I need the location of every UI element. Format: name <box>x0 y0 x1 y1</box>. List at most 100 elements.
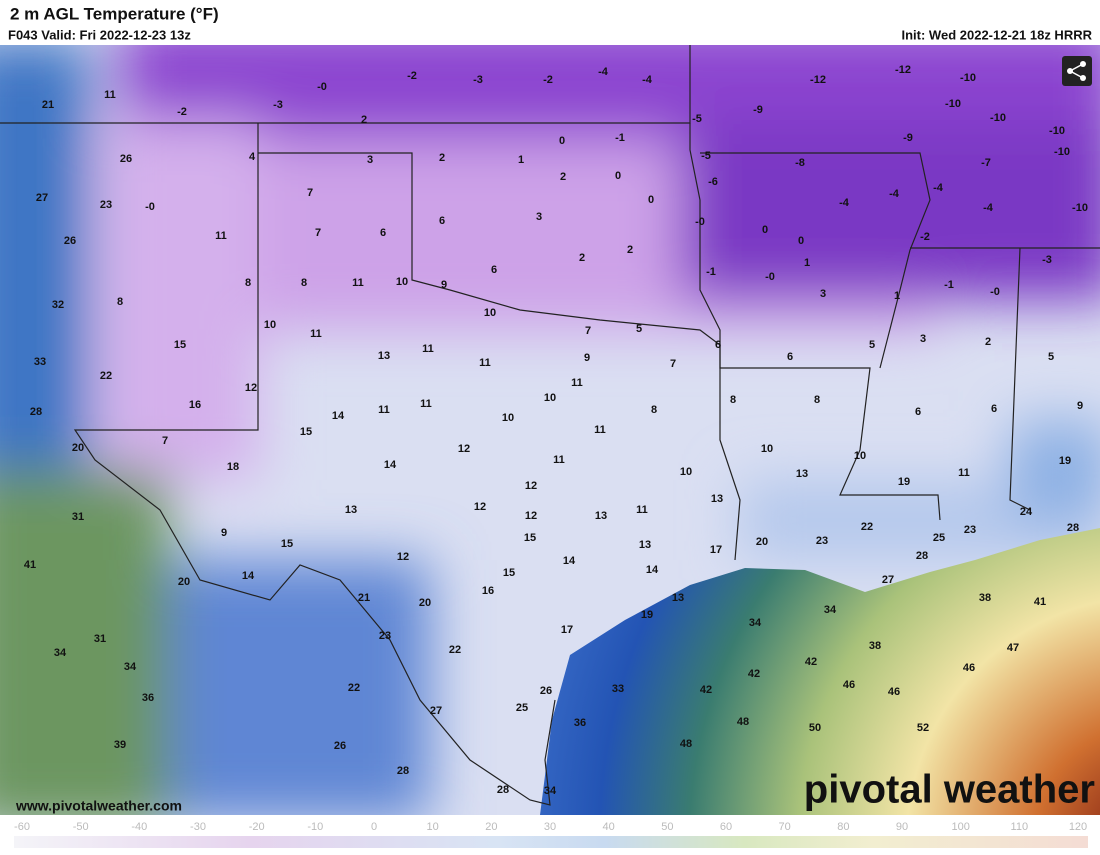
colorbar-tick-label: 40 <box>603 821 615 833</box>
station-value: 34 <box>749 617 762 629</box>
station-value: 10 <box>854 450 866 462</box>
station-value: 26 <box>540 685 552 697</box>
share-button[interactable] <box>1062 56 1092 86</box>
station-value: 15 <box>300 426 312 438</box>
station-value: 13 <box>345 504 357 516</box>
station-value: 11 <box>594 424 606 436</box>
station-value: 15 <box>281 538 293 550</box>
station-value: -10 <box>960 72 976 84</box>
station-value: 19 <box>1059 455 1071 467</box>
station-value: 14 <box>563 555 576 567</box>
station-value: 14 <box>242 570 255 582</box>
station-value: 5 <box>1048 351 1054 363</box>
station-value: 22 <box>449 644 461 656</box>
colorbar-tick-label: -10 <box>307 821 323 833</box>
station-value: 25 <box>933 532 945 544</box>
station-value: 1 <box>804 257 810 269</box>
station-value: 5 <box>636 323 642 335</box>
station-value: -9 <box>753 104 763 116</box>
station-value: 31 <box>72 511 84 523</box>
station-value: 0 <box>798 235 804 247</box>
station-value: -8 <box>795 157 805 169</box>
station-value: 11 <box>636 504 648 516</box>
station-value: 2 <box>627 244 633 256</box>
station-value: 11 <box>310 328 322 340</box>
station-value: 21 <box>42 99 54 111</box>
station-value: 10 <box>680 466 692 478</box>
station-value: 5 <box>869 339 875 351</box>
colorbar-tick-label: 100 <box>951 821 969 833</box>
station-value: -4 <box>933 182 944 194</box>
station-value: 48 <box>680 738 692 750</box>
station-value: 25 <box>516 702 528 714</box>
station-value: -0 <box>765 271 775 283</box>
station-value: 3 <box>367 154 373 166</box>
station-value: 13 <box>595 510 607 522</box>
station-value: 28 <box>1067 522 1079 534</box>
station-value: 11 <box>422 343 434 355</box>
station-value: 15 <box>174 339 186 351</box>
station-value: 9 <box>584 352 590 364</box>
station-value: 3 <box>820 288 826 300</box>
station-value: 7 <box>670 358 676 370</box>
site-url[interactable]: www.pivotalweather.com <box>15 798 182 814</box>
station-value: 13 <box>796 468 808 480</box>
station-value: 36 <box>574 717 586 729</box>
colorbar-tick-label: -60 <box>14 821 30 833</box>
station-value: -0 <box>317 81 327 93</box>
station-value: 26 <box>120 153 132 165</box>
station-value: -2 <box>407 70 417 82</box>
station-value: 14 <box>384 459 397 471</box>
station-value: 42 <box>700 684 712 696</box>
station-value: -3 <box>273 99 283 111</box>
station-value: 12 <box>458 443 470 455</box>
station-value: 3 <box>920 333 926 345</box>
station-value: 8 <box>117 296 123 308</box>
station-value: -4 <box>839 197 850 209</box>
colorbar-tick-label: 20 <box>485 821 497 833</box>
station-value: 23 <box>964 524 976 536</box>
station-value: 28 <box>397 765 409 777</box>
station-value: 7 <box>315 227 321 239</box>
station-value: 18 <box>227 461 239 473</box>
station-value: -10 <box>945 98 961 110</box>
station-value: 13 <box>378 350 390 362</box>
station-value: 12 <box>474 501 486 513</box>
station-value: 2 <box>439 152 445 164</box>
station-value: 28 <box>30 406 42 418</box>
station-value: 2 <box>985 336 991 348</box>
station-value: 20 <box>178 576 190 588</box>
station-value: 11 <box>215 230 227 242</box>
station-value: 2 <box>361 114 367 126</box>
station-value: 31 <box>94 633 106 645</box>
station-value: 23 <box>379 630 391 642</box>
station-value: 14 <box>332 410 345 422</box>
station-value: 26 <box>64 235 76 247</box>
station-value: -4 <box>598 66 609 78</box>
station-value: 42 <box>748 668 760 680</box>
station-value: 7 <box>585 325 591 337</box>
station-value: 10 <box>396 276 408 288</box>
station-value: 12 <box>525 480 537 492</box>
colorbar-tick-label: 80 <box>837 821 849 833</box>
station-value: 13 <box>711 493 723 505</box>
station-value: -3 <box>473 74 483 86</box>
station-value: 9 <box>1077 400 1083 412</box>
map-title: 2 m AGL Temperature (°F) <box>10 4 219 23</box>
station-value: 41 <box>1034 596 1046 608</box>
station-value: 2 <box>560 171 566 183</box>
station-value: -2 <box>543 74 553 86</box>
station-value: 21 <box>358 592 370 604</box>
station-value: 12 <box>525 510 537 522</box>
station-value: 10 <box>502 412 514 424</box>
station-value: 15 <box>503 567 515 579</box>
station-value: -1 <box>944 279 954 291</box>
station-value: 22 <box>348 682 360 694</box>
station-value: 46 <box>963 662 975 674</box>
station-value: 11 <box>571 377 583 389</box>
station-value: 34 <box>54 647 67 659</box>
station-value: 7 <box>162 435 168 447</box>
station-value: 27 <box>36 192 48 204</box>
colorbar-tick-label: 10 <box>427 821 439 833</box>
station-value: 8 <box>730 394 736 406</box>
